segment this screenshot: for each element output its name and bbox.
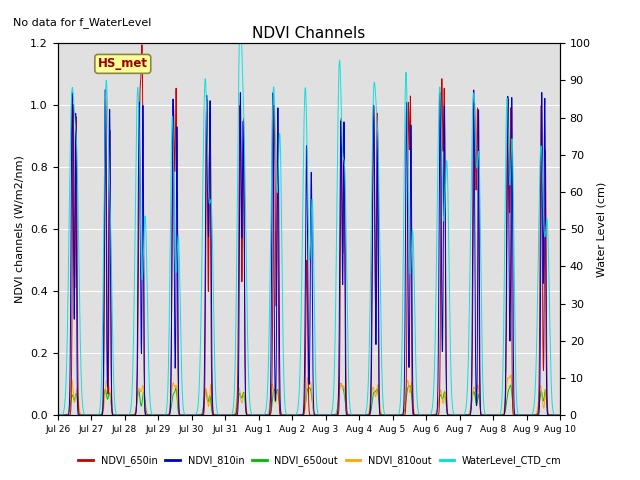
- Legend: NDVI_650in, NDVI_810in, NDVI_650out, NDVI_810out, WaterLevel_CTD_cm: NDVI_650in, NDVI_810in, NDVI_650out, NDV…: [74, 452, 566, 470]
- Text: HS_met: HS_met: [98, 58, 148, 71]
- Text: No data for f_WaterLevel: No data for f_WaterLevel: [13, 17, 151, 28]
- Y-axis label: Water Level (cm): Water Level (cm): [596, 181, 606, 277]
- Y-axis label: NDVI channels (W/m2/nm): NDVI channels (W/m2/nm): [15, 155, 24, 303]
- Title: NDVI Channels: NDVI Channels: [252, 25, 365, 41]
